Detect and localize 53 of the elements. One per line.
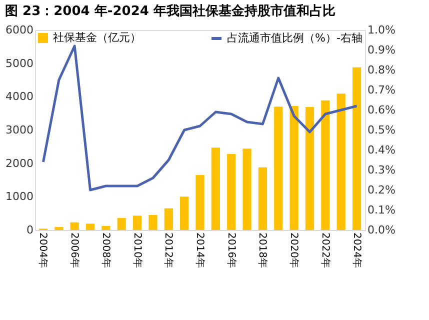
bar: [180, 196, 189, 230]
y-tick-label: 2000: [6, 156, 34, 170]
bar: [211, 148, 220, 230]
bar: [102, 226, 110, 230]
y2-tick-label: 0.8%: [368, 64, 396, 76]
bar: [274, 106, 283, 230]
y-tick-label: 6000: [6, 24, 34, 36]
bar: [70, 222, 79, 230]
bar: [132, 216, 142, 230]
x-tick-label: 2004年: [37, 232, 50, 268]
bar: [336, 94, 346, 230]
bar: [54, 227, 64, 230]
x-tick-label: 2018年: [256, 232, 269, 268]
line-series: [42, 44, 358, 192]
bar: [321, 100, 330, 230]
bar: [290, 106, 298, 230]
x-tick-label: 2010年: [131, 232, 144, 268]
y2-tick-label: 0.2%: [368, 184, 396, 196]
y-tick-label: 0: [26, 224, 34, 236]
x-tick-label: 2024年: [350, 232, 363, 268]
x-tick-label: 2020年: [288, 232, 300, 268]
bar: [164, 208, 173, 230]
x-tick-label: 2016年: [225, 232, 238, 268]
y2-tick-label: 0.7%: [368, 84, 396, 96]
y2-tick-label: 0.3%: [368, 164, 396, 176]
y2-tick-label: 0.9%: [368, 44, 396, 56]
bar: [148, 215, 158, 230]
y2-tick-label: 0.6%: [368, 104, 396, 116]
y-tick-label: 5000: [6, 56, 34, 70]
bar: [227, 154, 236, 230]
y-tick-label: 4000: [6, 90, 34, 104]
bar: [242, 148, 252, 230]
y2-tick-label: 0.4%: [368, 144, 396, 156]
y2-tick-label: 0.0%: [368, 224, 396, 236]
legend-label: 占流通市值比例（%）-右轴: [227, 32, 362, 44]
y-tick-label: 1000: [6, 190, 34, 204]
bar: [352, 67, 362, 230]
chart-title: 图 23：2004 年-2024 年我国社保基金持股市值和占比: [5, 3, 336, 19]
x-tick-label: 2012年: [162, 232, 175, 268]
x-tick-label: 2022年: [319, 232, 332, 268]
bar: [196, 175, 204, 230]
y-tick-label: 3000: [6, 124, 34, 136]
y2-tick-label: 0.1%: [368, 204, 396, 216]
y2-tick-label: 0.5%: [368, 124, 396, 136]
bar: [117, 218, 126, 230]
x-tick-label: 2006年: [68, 232, 81, 268]
x-tick-label: 2014年: [194, 232, 206, 268]
x-tick-label: 2008年: [100, 232, 112, 268]
legend-label: 社保基金（亿元）: [53, 31, 141, 44]
bar: [258, 167, 268, 230]
bar: [86, 224, 95, 230]
bar: [305, 107, 314, 230]
y2-tick-label: 1.0%: [368, 24, 396, 36]
